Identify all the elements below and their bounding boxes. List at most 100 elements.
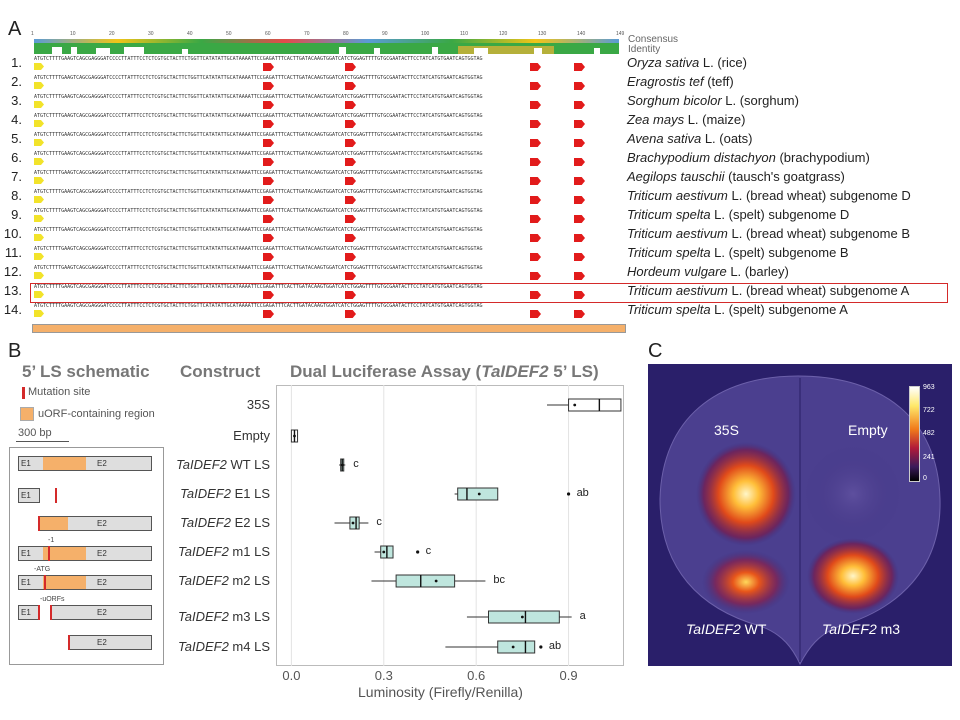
row-number: 6. [11, 150, 22, 165]
species-name: Triticum aestivum [627, 283, 728, 298]
start-arrow [34, 196, 44, 203]
uorf-arrow [574, 177, 585, 185]
species-common-name: L. (oats) [701, 131, 753, 146]
mutation-note: -uORFs [40, 596, 65, 603]
construct-name: m4 LS [228, 639, 270, 654]
mutation-legend-mark [22, 387, 25, 399]
position-ruler: 1 10 20 30 40 50 60 70 80 90 100 110 120 130 140 149 [31, 31, 624, 39]
construct-label: TaIDEF2 E2 LS [80, 515, 270, 530]
construct-gene: TaIDEF2 [180, 515, 231, 530]
row-number: 11. [4, 245, 22, 260]
sequence-text: ATGTCTTTTGAAGTCAGCGAGGGATCCCCTTATTTCCTCT… [34, 151, 483, 157]
uorf-arrow [530, 158, 541, 166]
construct-name: Empty [233, 428, 270, 443]
sequence-text: ATGTCTTTTGAAGTCAGCGAGGGATCCCCTTATTTCCTCT… [34, 94, 483, 100]
row-number: 12. [3, 264, 22, 279]
uorf-arrow [530, 177, 541, 185]
uorf-arrow [345, 82, 356, 90]
consensus-label: Consensus [628, 34, 679, 45]
x-tick-label: 0.6 [467, 668, 486, 683]
start-arrow [34, 253, 44, 260]
uorf-arrow [263, 63, 274, 71]
uorf-region [43, 576, 86, 589]
exon-box [18, 488, 40, 503]
sequence-text: ATGTCTTTTGAAGTCAGCGAGGGATCCCCTTATTTCCTCT… [34, 265, 483, 271]
mean-point [520, 615, 524, 619]
row-number: 9. [11, 207, 22, 222]
outlier-point [539, 645, 543, 649]
construct-name: m2 LS [228, 573, 270, 588]
iqr-box [487, 610, 560, 624]
uorf-arrow [345, 101, 356, 109]
significance-letter: ab [576, 487, 589, 499]
species-common-name: L. (spelt) subgenome D [710, 207, 850, 222]
uorf-arrow [530, 101, 541, 109]
iqr-box [349, 516, 360, 530]
mean-point [477, 492, 481, 496]
ruler-tick: 80 [343, 31, 349, 37]
x-tick-label: 0.3 [374, 668, 393, 683]
uorf-arrow [263, 310, 274, 318]
significance-letter: c [425, 545, 432, 557]
schematic-frame [9, 447, 164, 665]
species-name: Triticum spelta [627, 302, 711, 317]
row-number: 14. [3, 302, 22, 317]
construct-gene: TaIDEF2 [177, 639, 229, 654]
mean-point [340, 463, 344, 467]
uorf-region [43, 547, 86, 560]
start-arrow [34, 158, 44, 165]
ruler-tick: 140 [577, 31, 586, 37]
species-name: Oryza sativa [627, 55, 700, 70]
uorf-arrow [574, 139, 585, 147]
uorf-arrow [263, 234, 274, 242]
exon1-label: E1 [21, 491, 31, 500]
uorf-arrow [263, 139, 274, 147]
exon1-label: E1 [21, 459, 31, 468]
species-common-name: (brachypodium) [775, 150, 870, 165]
construct-label: TaIDEF2 WT LS [80, 457, 270, 472]
assay-title: Dual Luciferase Assay (TaIDEF2 5’ LS) [290, 362, 599, 382]
uorf-arrow [263, 291, 274, 299]
species-label: Triticum spelta L. (spelt) subgenome A [627, 302, 848, 317]
mutation-site [55, 488, 57, 503]
exon2-label: E2 [97, 608, 107, 617]
start-arrow [34, 120, 44, 127]
label-empty: Empty [848, 422, 888, 438]
region-bar [32, 324, 626, 333]
uorf-legend-swatch [20, 407, 34, 421]
exon2-label: E2 [97, 519, 107, 528]
species-label: Hordeum vulgare L. (barley) [627, 264, 789, 279]
construct-label: TaIDEF2 m4 LS [80, 639, 270, 654]
consensus-bar [34, 39, 619, 43]
row-number: 8. [11, 188, 22, 203]
ruler-tick: 40 [187, 31, 193, 37]
species-common-name: L. (bread wheat) subgenome B [727, 226, 911, 241]
row-number: 4. [11, 112, 22, 127]
uorf-arrow [530, 291, 541, 299]
uorf-arrow [574, 253, 585, 261]
construct-label: TaIDEF2 m3 LS [80, 609, 270, 624]
uorf-arrow [345, 158, 356, 166]
construct-label: TaIDEF2 m1 LS [80, 544, 270, 559]
colorbar-tick-722: 722 [923, 407, 935, 414]
start-arrow [34, 82, 44, 89]
scale-label: 300 bp [18, 427, 52, 439]
uorf-arrow [263, 101, 274, 109]
sequence-text: ATGTCTTTTGAAGTCAGCGAGGGATCCCCTTATTTCCTCT… [34, 113, 483, 119]
x-tick-label: 0.9 [559, 668, 578, 683]
exon1-label: E1 [21, 608, 31, 617]
species-name: Triticum spelta [627, 245, 711, 260]
species-name: Brachypodium distachyon [627, 150, 776, 165]
uorf-arrow [345, 272, 356, 280]
assay-title-prefix: Dual Luciferase Assay ( [290, 362, 482, 381]
species-label: Triticum aestivum L. (bread wheat) subge… [627, 226, 910, 241]
ruler-tick: 20 [109, 31, 115, 37]
uorf-arrow [530, 234, 541, 242]
uorf-arrow [574, 158, 585, 166]
panel-letter-b: B [8, 340, 22, 362]
uorf-arrow [345, 234, 356, 242]
exon1-label: E1 [21, 549, 31, 558]
ruler-tick: 149 [616, 31, 625, 37]
boxplot-frame [276, 385, 624, 666]
ruler-tick: 120 [499, 31, 508, 37]
